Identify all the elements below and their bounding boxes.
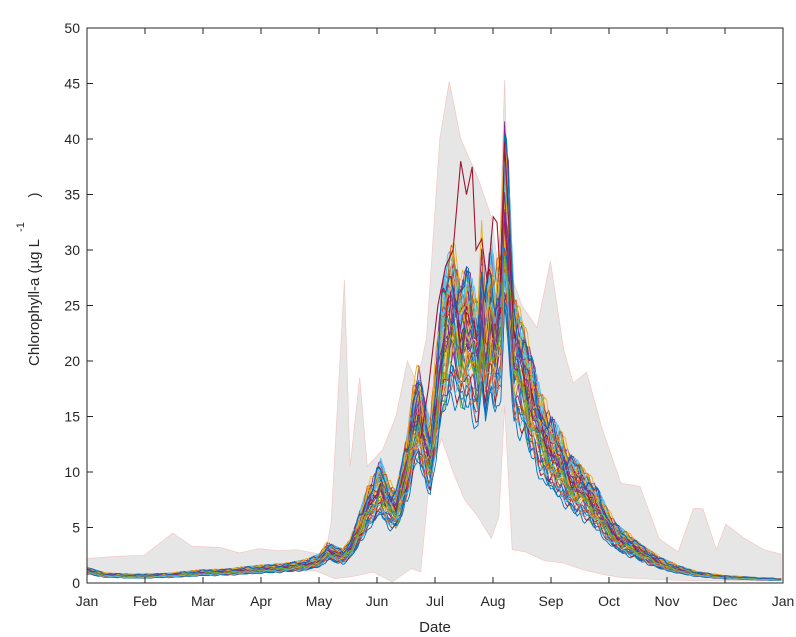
y-tick-label: 25 (64, 298, 80, 314)
x-tick-label: Jan (76, 593, 99, 609)
x-tick-label: Nov (655, 593, 680, 609)
y-axis-label: Chlorophyll-a (µg L -1 ) (15, 193, 43, 367)
y-axis-label-superscript: -1 (15, 222, 27, 232)
y-axis-label-text: Chlorophyll-a (µg L (26, 239, 43, 366)
x-tick-label: Aug (481, 593, 506, 609)
y-tick-label: 0 (72, 575, 80, 591)
x-tick-label: Jan (772, 593, 795, 609)
x-tick-label: Jul (426, 593, 444, 609)
x-tick-label: Dec (713, 593, 738, 609)
ensemble-peak-line (420, 142, 515, 439)
x-tick-label: Apr (250, 593, 272, 609)
y-tick-label: 35 (64, 187, 80, 203)
y-tick-label: 10 (64, 464, 80, 480)
y-tick-label: 40 (64, 131, 80, 147)
y-tick-label: 20 (64, 353, 80, 369)
x-axis-label: Date (419, 619, 451, 636)
x-tick-label: Mar (191, 593, 215, 609)
axis-ticks: 0 5 10 15 20 25 30 35 40 45 50 Jan Feb Mar Apr May Jun Ju… (64, 20, 794, 609)
x-tick-label: Sep (539, 593, 564, 609)
y-tick-label: 15 (64, 409, 80, 425)
plot-area (86, 80, 782, 583)
y-axis-label-close: ) (26, 193, 43, 198)
x-tick-label: Feb (133, 593, 157, 609)
x-tick-label: Jun (366, 593, 389, 609)
y-tick-label: 50 (64, 20, 80, 36)
ensemble-series-line (86, 272, 782, 581)
y-tick-label: 30 (64, 242, 80, 258)
x-tick-label: May (306, 593, 332, 609)
y-tick-label: 45 (64, 76, 80, 92)
ensemble-series-line (86, 134, 782, 580)
x-tick-label: Oct (598, 593, 620, 609)
envelope-band (86, 80, 782, 583)
y-tick-label: 5 (72, 520, 80, 536)
